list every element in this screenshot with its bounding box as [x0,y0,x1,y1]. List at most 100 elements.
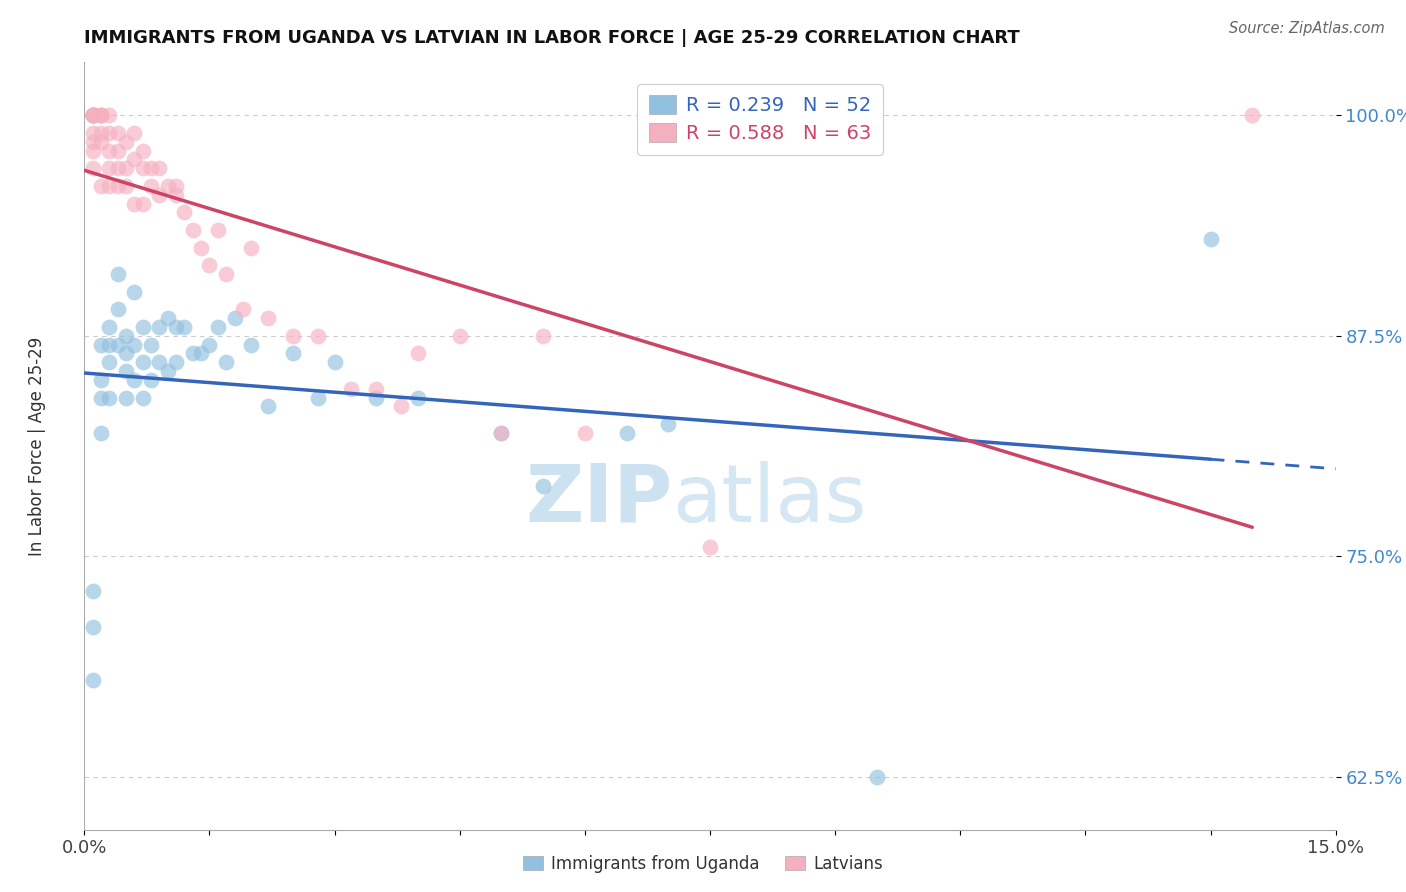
Point [124,373,146,387]
Point [90,337,112,351]
Point [1199,232,1222,246]
Point [148,355,170,369]
Point [148,187,170,202]
Point [82,108,104,122]
Point [82,108,104,122]
Point [90,108,112,122]
Point [90,126,112,140]
Point [82,108,104,122]
Point [173,205,195,219]
Point [190,346,212,360]
Text: In Labor Force | Age 25-29: In Labor Force | Age 25-29 [28,336,46,556]
Point [207,223,229,237]
Text: IMMIGRANTS FROM UGANDA VS LATVIAN IN LABOR FORCE | AGE 25-29 CORRELATION CHART: IMMIGRANTS FROM UGANDA VS LATVIAN IN LAB… [84,29,1021,47]
Point [307,328,329,343]
Point [82,108,104,122]
Point [107,161,129,176]
Point [139,178,162,193]
Legend: Immigrants from Uganda, Latvians: Immigrants from Uganda, Latvians [516,848,890,880]
Point [139,373,162,387]
Point [240,337,263,351]
Point [132,144,155,158]
Point [139,337,162,351]
Point [173,320,195,334]
Point [257,400,280,414]
Point [90,178,112,193]
Point [132,391,155,405]
Point [574,425,596,440]
Point [866,770,889,784]
Point [340,382,363,396]
Point [616,425,638,440]
Point [98,161,121,176]
Point [124,337,146,351]
Point [156,178,179,193]
Point [165,178,187,193]
Point [699,541,721,555]
Point [281,346,304,360]
Point [139,161,162,176]
Point [491,425,513,440]
Point [82,144,104,158]
Point [107,144,129,158]
Text: atlas: atlas [672,460,868,539]
Point [115,161,138,176]
Point [98,320,121,334]
Point [124,285,146,299]
Point [107,178,129,193]
Point [115,364,138,378]
Point [156,311,179,326]
Point [82,584,104,599]
Point [115,328,138,343]
Point [132,320,155,334]
Point [198,258,221,272]
Point [531,328,554,343]
Point [115,178,138,193]
Point [165,320,187,334]
Point [82,108,104,122]
Point [90,108,112,122]
Point [107,302,129,317]
Point [190,241,212,255]
Point [215,267,238,281]
Point [115,346,138,360]
Point [491,425,513,440]
Point [531,478,554,492]
Point [98,108,121,122]
Point [82,108,104,122]
Point [107,126,129,140]
Point [281,328,304,343]
Point [449,328,471,343]
Point [90,108,112,122]
Point [82,620,104,634]
Point [215,355,238,369]
Point [148,161,170,176]
Point [115,135,138,149]
Point [307,391,329,405]
Point [148,320,170,334]
Point [82,673,104,687]
Text: Source: ZipAtlas.com: Source: ZipAtlas.com [1229,21,1385,36]
Point [323,355,346,369]
Point [1241,108,1264,122]
Point [657,417,679,431]
Point [98,144,121,158]
Point [98,178,121,193]
Point [90,373,112,387]
Point [107,267,129,281]
Point [406,346,429,360]
Point [82,135,104,149]
Point [257,311,280,326]
Point [165,355,187,369]
Point [90,135,112,149]
Point [132,196,155,211]
Point [107,337,129,351]
Point [124,196,146,211]
Point [232,302,254,317]
Point [240,241,263,255]
Text: ZIP: ZIP [526,460,672,539]
Point [115,391,138,405]
Point [98,126,121,140]
Point [124,126,146,140]
Point [98,337,121,351]
